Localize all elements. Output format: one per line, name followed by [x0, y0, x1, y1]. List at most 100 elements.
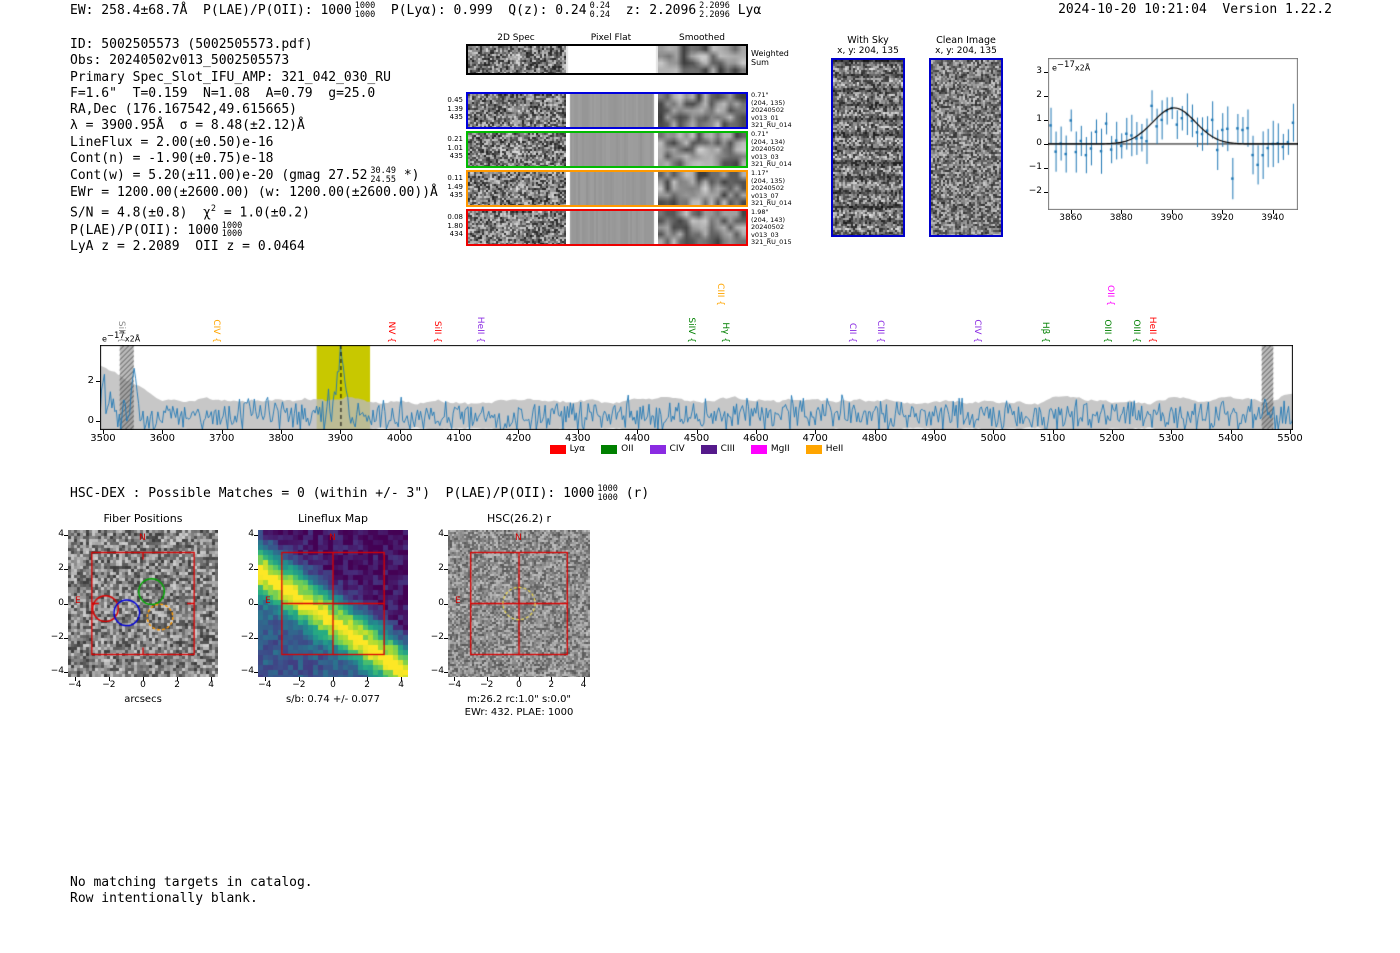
timestamp-version: 2024-10-20 10:21:04 Version 1.22.2	[1058, 2, 1332, 17]
meta-value: (204, 135)	[751, 98, 786, 107]
tick-label: 4500	[683, 433, 710, 444]
info-line: Cont(n) = -1.90(±0.75)e-18	[70, 151, 438, 167]
fiber-row-weights: 0.08 1.80 434	[420, 213, 463, 239]
stacked-fraction: 2.2096 2.2096	[699, 2, 730, 19]
tick-label: 0	[58, 597, 64, 608]
spectral-line-label: SiII {	[115, 320, 126, 343]
meta-value: 20240502	[751, 106, 785, 115]
axis-tick	[993, 430, 995, 434]
with-sky-coords: x, y: 204, 135	[837, 46, 899, 56]
axis-tick	[1121, 210, 1123, 214]
text-segment: (r)	[617, 486, 650, 501]
ylabel-exponent: −17	[106, 331, 125, 341]
fiber-row-flat-image	[566, 133, 658, 166]
tick-label: 2	[87, 375, 94, 386]
axis-tick	[444, 569, 448, 571]
axis-tick	[1044, 191, 1048, 193]
axis-tick	[454, 677, 456, 681]
axis-tick	[1171, 210, 1173, 214]
tick-label: 3900	[327, 433, 354, 444]
legend-label: HeII	[825, 444, 844, 454]
axis-tick	[64, 637, 68, 639]
tick-label: 3920	[1210, 213, 1234, 223]
spectral-line-label: CIII {	[875, 320, 886, 343]
meta-value: 20240502	[751, 184, 785, 193]
weighted-sum-label: Weighted Sum	[751, 49, 789, 67]
weight-value: 435	[449, 191, 463, 199]
axis-tick	[459, 430, 461, 434]
tick-label: 5300	[1158, 433, 1185, 444]
axis-tick	[96, 381, 100, 382]
text-segment: S/N = 4.8(±0.8) χ	[70, 205, 211, 221]
legend-item: CIV	[649, 444, 685, 454]
lineflux-map-xlabel: s/b: 0.74 +/- 0.077	[285, 694, 381, 705]
fiber-positions-title: Fiber Positions	[103, 512, 183, 525]
tick-label: 3880	[1109, 213, 1133, 223]
tick-label: 2	[58, 563, 64, 574]
fiber-row-meta: 0.71" (204, 135) 20240502 v013_01 321_RU_014	[751, 91, 815, 130]
clean-image-title: Clean Image	[936, 35, 996, 46]
tick-label: 3800	[268, 433, 294, 444]
spectral-line-label: Hγ {	[719, 322, 730, 343]
axis-tick	[1044, 167, 1048, 169]
tick-label: −4	[50, 665, 64, 676]
legend-item: MgII	[750, 444, 790, 454]
axis-tick	[254, 671, 258, 673]
tick-label: 4800	[861, 433, 888, 444]
tick-label: 3900	[1160, 213, 1184, 223]
axis-tick	[64, 569, 68, 571]
axis-tick	[211, 677, 213, 681]
east-label: E	[265, 596, 271, 606]
meta-value: 20240502	[751, 145, 785, 154]
weight-value: 1.39	[447, 104, 463, 113]
lineflux-map-image	[258, 530, 408, 677]
spectral-line-label: OII {	[1104, 285, 1115, 306]
frac-top: 1000	[221, 220, 243, 231]
legend-swatch	[700, 444, 717, 454]
axis-tick	[64, 603, 68, 605]
legend-label: OII	[621, 444, 634, 454]
weight-value: 435	[449, 152, 463, 160]
info-line: RA,Dec (176.167542,49.615665)	[70, 102, 438, 118]
axis-tick	[108, 677, 110, 681]
hsc-cutout-xlabel2: EWr: 432. PLAE: 1000	[464, 707, 574, 718]
tick-label: 2	[248, 563, 254, 574]
ylabel-units: x2Å	[124, 334, 141, 344]
axis-tick	[254, 603, 258, 605]
ylabel-exponent: −17	[1056, 60, 1075, 70]
tick-label: 4000	[386, 433, 413, 444]
axis-tick	[1044, 143, 1048, 145]
axis-tick	[577, 430, 579, 434]
tick-label: 0	[438, 597, 444, 608]
tick-label: 5500	[1277, 433, 1303, 444]
tick-label: 5200	[1099, 433, 1125, 444]
legend-item: Lyα	[549, 444, 585, 454]
axis-tick	[264, 677, 266, 681]
summary-header: EW: 258.4±68.7Å P(LAE)/P(OII): 1000 1000 1…	[70, 2, 761, 19]
clean-image-coords: x, y: 204, 135	[935, 46, 997, 56]
weight-value: 1.80	[447, 221, 463, 230]
hsc-cutout-xlabel: m:26.2 rc:1.0" s:0.0"	[466, 694, 572, 705]
col-header-smoothed: Smoothed	[679, 33, 725, 43]
weighted-sum-smoothed-image	[658, 46, 746, 73]
info-line: Primary Spec_Slot_IFU_AMP: 321_042_030_R…	[70, 70, 438, 86]
axis-tick	[1272, 210, 1274, 214]
fiber-row-spec-image	[468, 211, 566, 244]
axis-tick	[254, 637, 258, 639]
axis-tick	[486, 677, 488, 681]
axis-tick	[254, 569, 258, 571]
frac-top: 1000	[354, 1, 376, 11]
tick-label: −2	[480, 680, 494, 690]
frac-bottom: 1000	[354, 9, 376, 20]
spectral-line-label: OIII {	[1130, 319, 1141, 343]
weight-value: 0.08	[447, 213, 463, 221]
info-line: S/N = 4.8(±0.8) χ2 = 1.0(±0.2)	[70, 201, 438, 222]
full-spectrum-ylabel: e−17x2Å	[102, 331, 140, 344]
spectrum-legend: Lyα OII CIV CIII MgII HeII	[100, 444, 1293, 454]
text-segment: EWr = 1200.00(±2600.00) (w: 1200.00(±260…	[70, 184, 438, 200]
fiber-row-flat-image	[566, 172, 658, 205]
axis-tick	[1044, 119, 1048, 121]
tick-label: −4	[258, 680, 272, 690]
ylabel-base: e	[1052, 63, 1057, 73]
tick-label: −2	[240, 631, 254, 642]
